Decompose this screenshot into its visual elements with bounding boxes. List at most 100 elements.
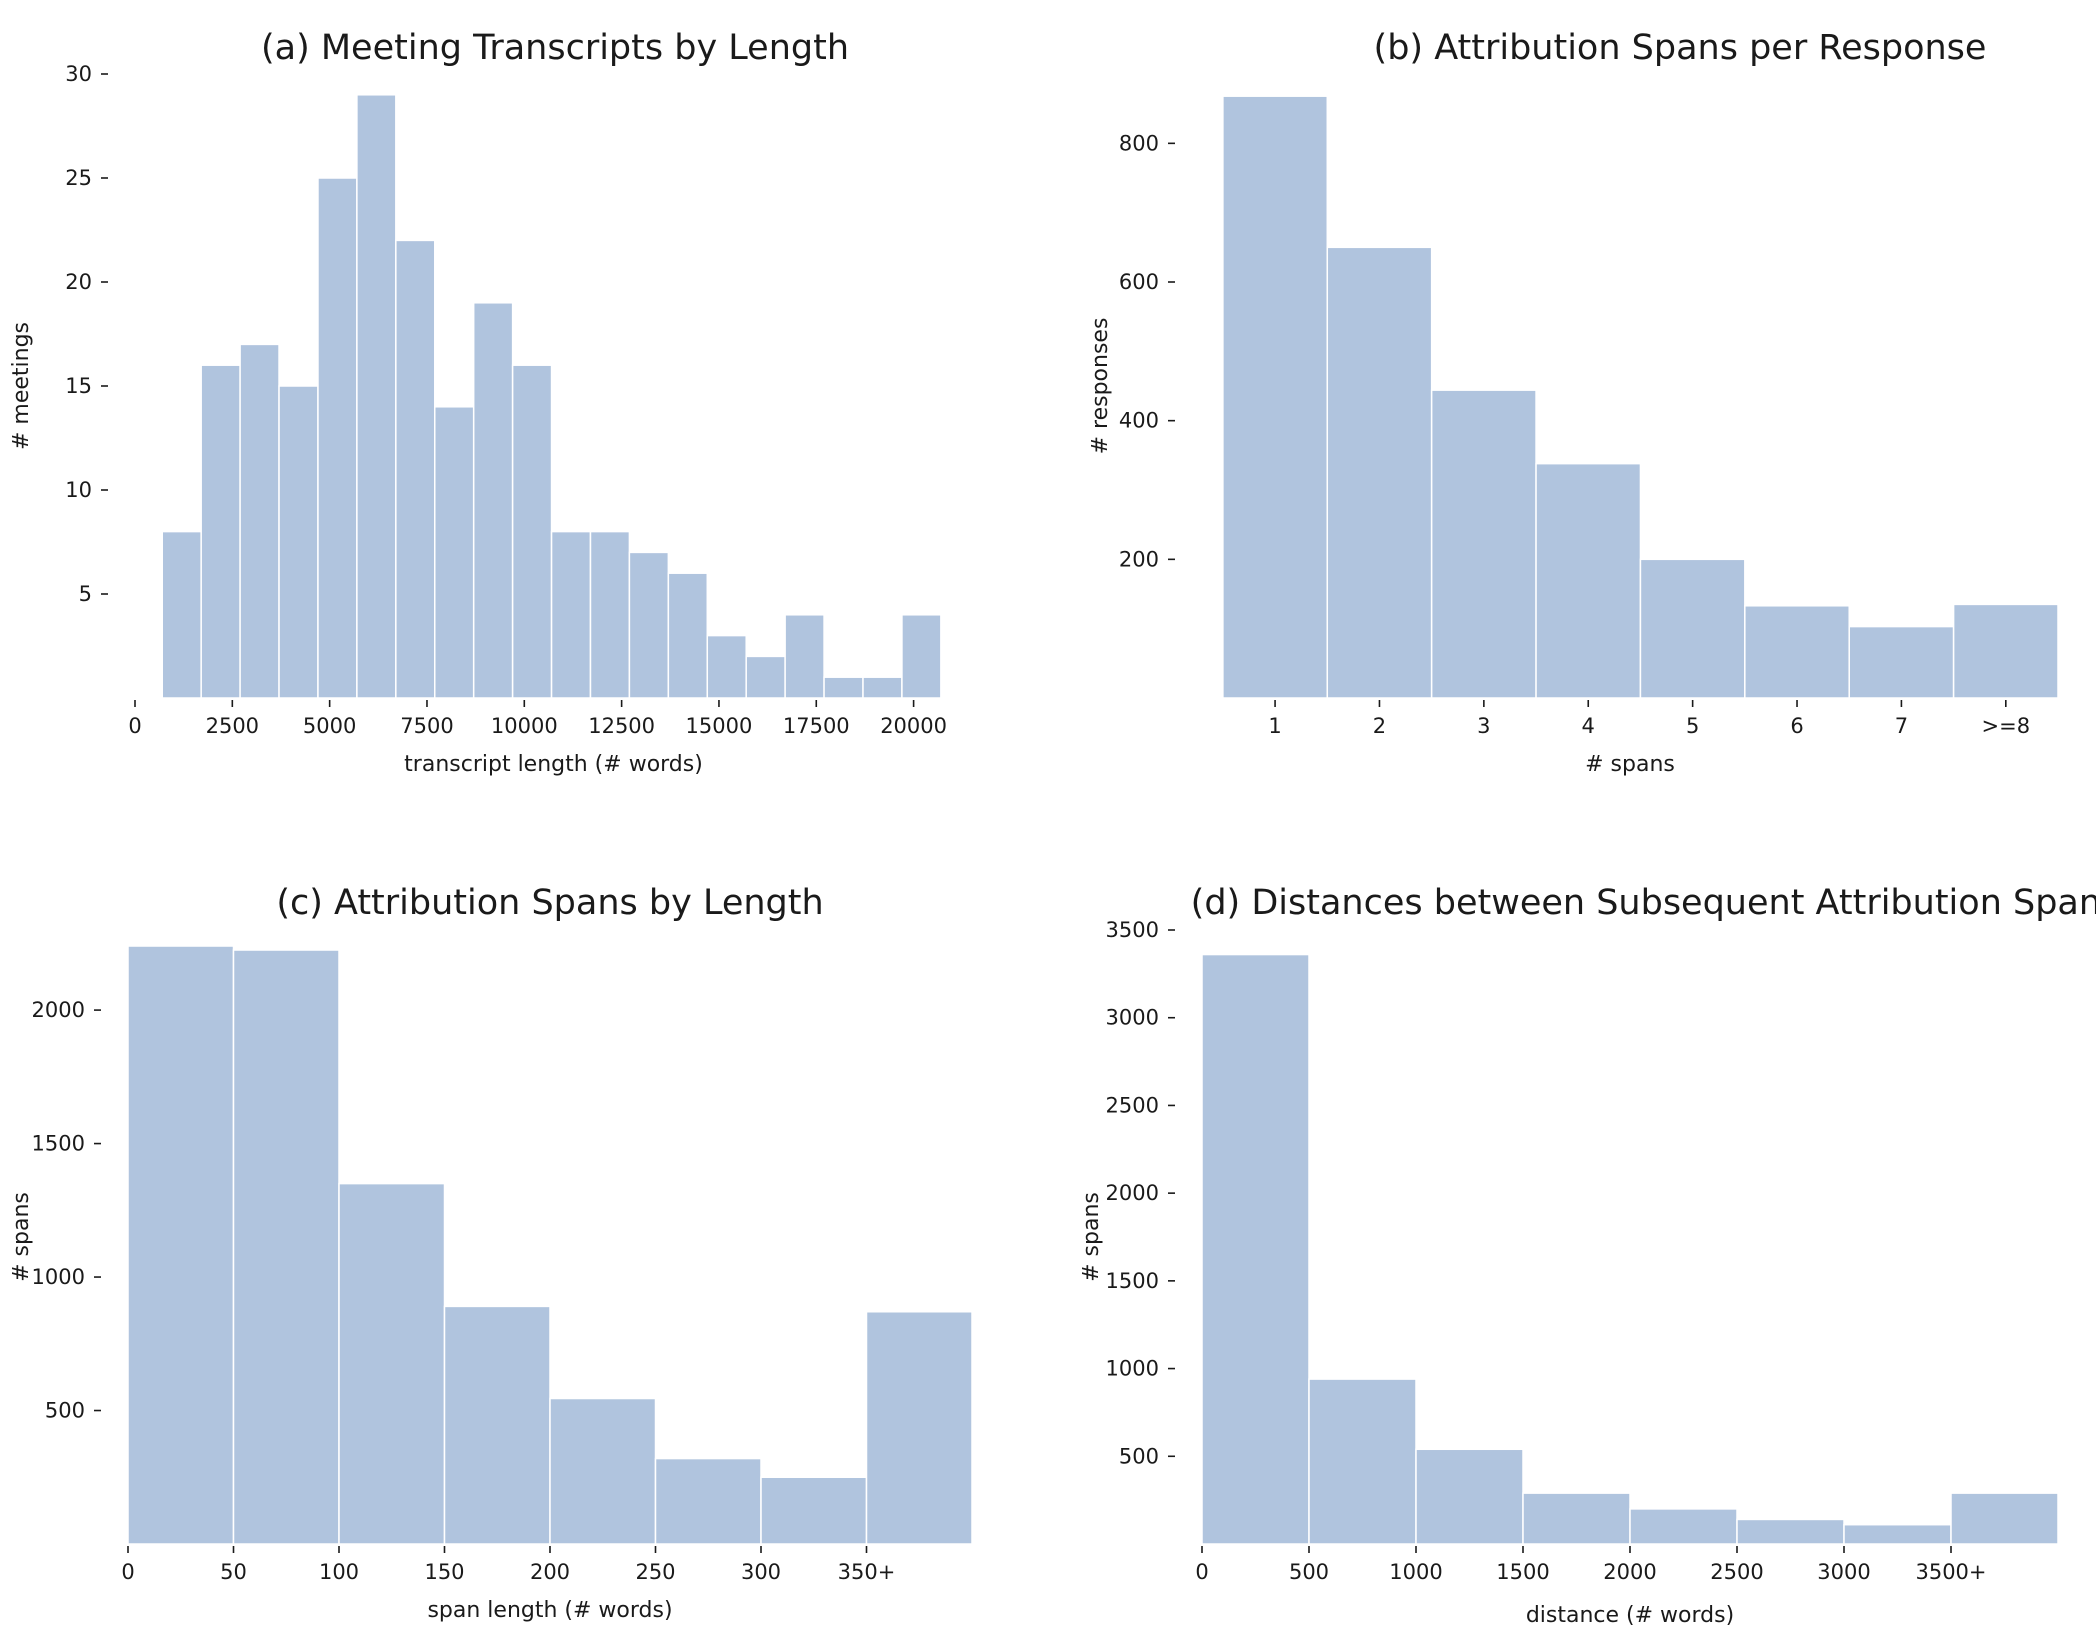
histogram-bar xyxy=(549,1397,657,1545)
histogram-bar xyxy=(1848,625,1955,699)
x-tick-label: 6 xyxy=(1790,714,1803,738)
x-tick-label: 10000 xyxy=(491,714,558,738)
x-tick-label: 12500 xyxy=(588,714,655,738)
histogram-bar xyxy=(1222,95,1329,699)
y-axis-label: # spans xyxy=(9,1192,34,1282)
x-tick-label: 50 xyxy=(220,1560,247,1584)
y-tick-label: 500 xyxy=(1119,1444,1159,1468)
x-tick-label: 15000 xyxy=(686,714,753,738)
y-tick-label: 400 xyxy=(1119,409,1159,433)
x-tick-label: 0 xyxy=(121,1560,134,1584)
histogram-bar xyxy=(472,302,514,699)
histogram-bar xyxy=(745,655,786,699)
x-tick-label: 5 xyxy=(1686,714,1699,738)
histogram-bar xyxy=(1326,246,1433,699)
y-tick-label: 1500 xyxy=(1106,1269,1159,1293)
histogram-bar xyxy=(1950,1492,2059,1545)
y-tick-label: 25 xyxy=(65,166,92,190)
histogram-bar xyxy=(1415,1448,1524,1545)
histogram-bar xyxy=(443,1305,551,1545)
x-tick-label: 2000 xyxy=(1603,1560,1656,1584)
histogram-bar xyxy=(667,572,709,699)
histogram-bar xyxy=(1736,1518,1845,1545)
y-tick-label: 600 xyxy=(1119,270,1159,294)
y-tick-label: 1500 xyxy=(32,1132,85,1156)
histogram-bar xyxy=(1535,462,1642,699)
histogram-bar xyxy=(865,1311,973,1545)
histogram-bar xyxy=(1430,389,1537,699)
y-axis-label: # responses xyxy=(1088,318,1113,455)
histogram-bar xyxy=(760,1476,868,1545)
y-tick-label: 200 xyxy=(1119,547,1159,571)
x-tick-label: 150 xyxy=(424,1560,464,1584)
y-tick-label: 500 xyxy=(45,1399,85,1423)
histogram-bar xyxy=(1629,1508,1738,1545)
subplot-c: 0 50 100 150 200 250 300 350+ 500 1000 1500 2000 (c)… xyxy=(9,883,973,1623)
histogram-bar xyxy=(434,406,475,699)
x-axis-label: distance (# words) xyxy=(1526,1603,1734,1628)
histogram-bar xyxy=(1308,1378,1417,1545)
y-tick-label: 20 xyxy=(65,270,92,294)
histogram-bar xyxy=(1952,603,2059,699)
x-tick-label: 0 xyxy=(128,714,141,738)
x-axis-label: transcript length (# words) xyxy=(404,752,703,777)
x-tick-label: 500 xyxy=(1289,1560,1329,1584)
histogram-bar xyxy=(511,364,553,699)
x-tick-label: 5000 xyxy=(303,714,356,738)
y-tick-label: 15 xyxy=(65,374,92,398)
x-tick-label: 3500+ xyxy=(1915,1560,1986,1584)
histogram-bar xyxy=(395,239,436,699)
x-tick-label: 350+ xyxy=(838,1560,896,1584)
histogram-bar xyxy=(239,343,280,699)
y-tick-label: 2500 xyxy=(1106,1093,1159,1117)
histogram-bar xyxy=(200,364,241,699)
x-tick-label: 3000 xyxy=(1817,1560,1870,1584)
x-tick-label: 200 xyxy=(530,1560,570,1584)
x-tick-label: 300 xyxy=(741,1560,781,1584)
x-tick-label: 250 xyxy=(635,1560,675,1584)
histogram-bar xyxy=(823,676,864,699)
y-tick-label: 30 xyxy=(65,62,92,86)
x-tick-label: >=8 xyxy=(1982,714,2031,738)
histogram-bar xyxy=(1744,605,1850,699)
y-tick-label: 10 xyxy=(65,478,92,502)
subplot-d: 0 500 1000 1500 2000 2500 3000 3500+ 500 1000 1500… xyxy=(1079,883,2096,1628)
chart-title: (b) Attribution Spans per Response xyxy=(1374,28,1987,68)
y-tick-label: 2000 xyxy=(1106,1181,1159,1205)
subplot-a: 0 2500 5000 7500 10000 12500 15000 17500 20000 5 1… xyxy=(9,28,947,777)
x-tick-label: 2500 xyxy=(206,714,259,738)
x-tick-label: 7500 xyxy=(400,714,453,738)
histogram-bar xyxy=(628,551,670,699)
x-tick-label: 1500 xyxy=(1496,1560,1549,1584)
y-tick-label: 5 xyxy=(79,582,92,606)
x-tick-label: 17500 xyxy=(783,714,850,738)
x-tick-label: 100 xyxy=(319,1560,359,1584)
histogram-bar xyxy=(784,614,825,699)
x-tick-label: 1000 xyxy=(1389,1560,1442,1584)
subplot-b: 1 2 3 4 5 6 7 >=8 200 400 600 800 (b) Attribution Sp… xyxy=(1088,28,2059,777)
histogram-bar xyxy=(161,530,202,699)
x-axis-label: # spans xyxy=(1585,752,1675,777)
y-tick-label: 1000 xyxy=(32,1265,85,1289)
chart-title: (c) Attribution Spans by Length xyxy=(276,883,823,923)
y-tick-label: 3500 xyxy=(1106,918,1159,942)
x-tick-label: 0 xyxy=(1195,1560,1208,1584)
histogram-bar xyxy=(550,530,592,699)
y-tick-label: 800 xyxy=(1119,131,1159,155)
histogram-bar xyxy=(232,949,340,1545)
histogram-bar xyxy=(127,945,235,1545)
histogram-bar xyxy=(862,676,903,699)
histogram-bar xyxy=(278,385,319,699)
chart-title: (a) Meeting Transcripts by Length xyxy=(261,28,849,68)
histogram-bar xyxy=(706,634,747,699)
x-tick-label: 1 xyxy=(1268,714,1281,738)
histogram-bar xyxy=(1201,953,1310,1545)
x-tick-label: 4 xyxy=(1582,714,1595,738)
histogram-bar xyxy=(901,614,942,699)
histogram-bar xyxy=(338,1182,446,1545)
histogram-bar xyxy=(317,177,358,699)
histogram-bar xyxy=(1522,1492,1631,1545)
y-axis-label: # spans xyxy=(1079,1192,1104,1282)
